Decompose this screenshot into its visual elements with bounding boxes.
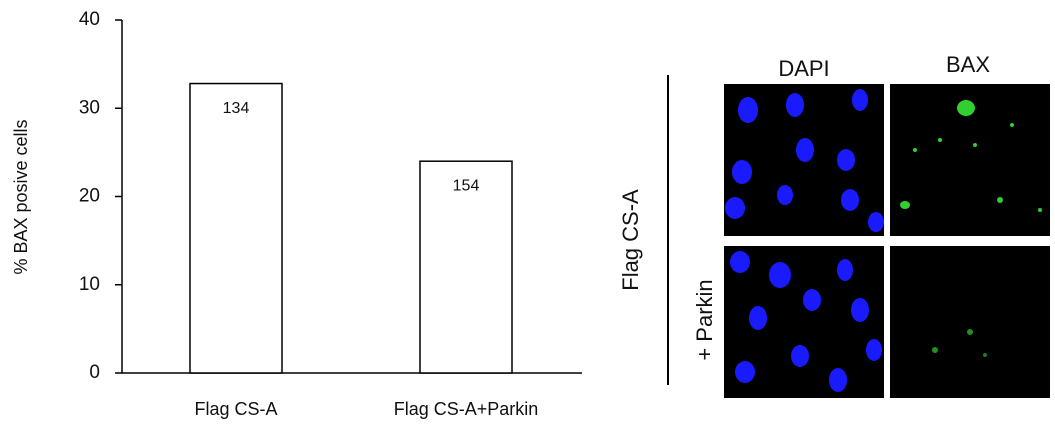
- column-header: BAX: [946, 52, 990, 77]
- bax-signal: [900, 100, 1042, 357]
- bar-annotation: 134: [223, 100, 250, 117]
- y-tick-label: 0: [89, 362, 100, 383]
- row-group-label: Flag CS-A: [618, 189, 643, 291]
- y-tick-label: 30: [79, 97, 100, 118]
- x-tick-label: Flag CS-A+Parkin: [394, 399, 539, 419]
- bax-image: [890, 246, 1050, 398]
- nuclei: [725, 89, 884, 392]
- y-axis-label: % BAX posive cells: [11, 119, 31, 274]
- y-tick-label: 20: [79, 186, 100, 207]
- micrograph-panel: Flag CS-A + Parkin DAPI BAX: [618, 52, 1050, 398]
- bar: [419, 160, 513, 374]
- y-tick-label: 40: [79, 9, 100, 30]
- y-tick-label: 10: [79, 274, 100, 295]
- x-tick-label: Flag CS-A: [194, 399, 277, 419]
- bar-annotation: 154: [453, 177, 480, 194]
- column-header: DAPI: [778, 56, 829, 81]
- bar: [189, 82, 283, 374]
- row-label: + Parkin: [692, 279, 717, 360]
